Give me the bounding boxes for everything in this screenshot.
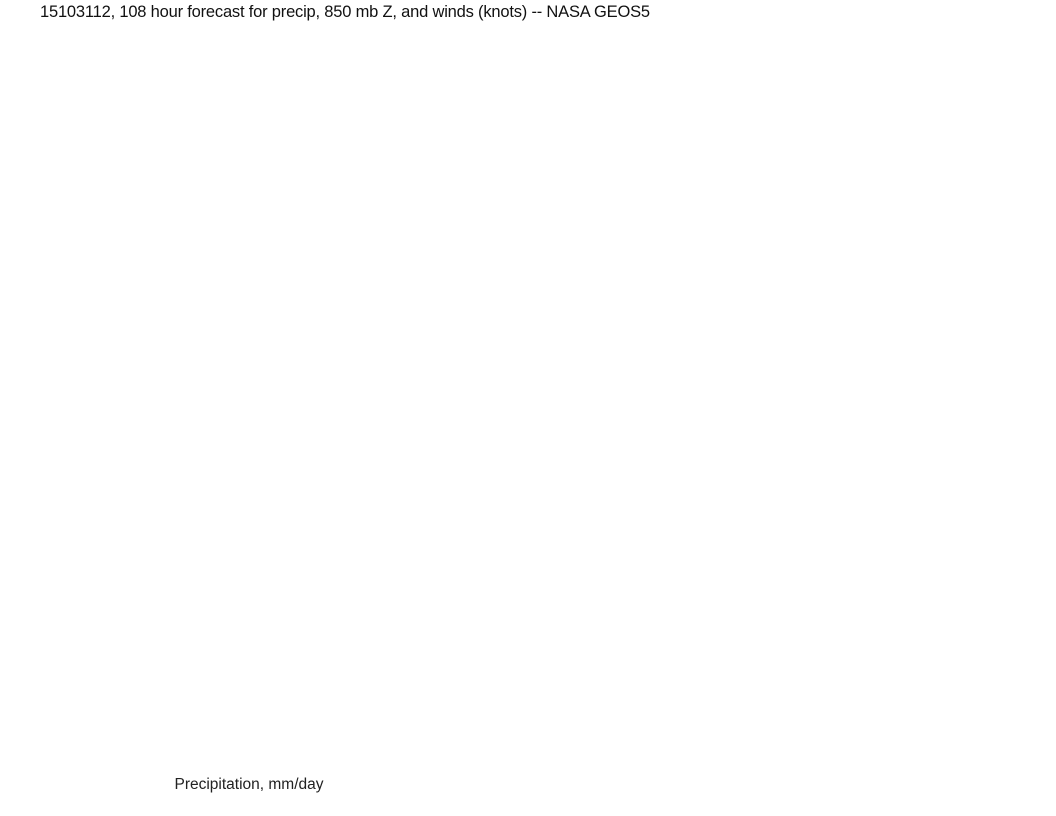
colorbar-caption: Precipitation, mm/day (174, 776, 323, 793)
figure-title: 15103112, 108 hour forecast for precip, … (40, 3, 650, 21)
